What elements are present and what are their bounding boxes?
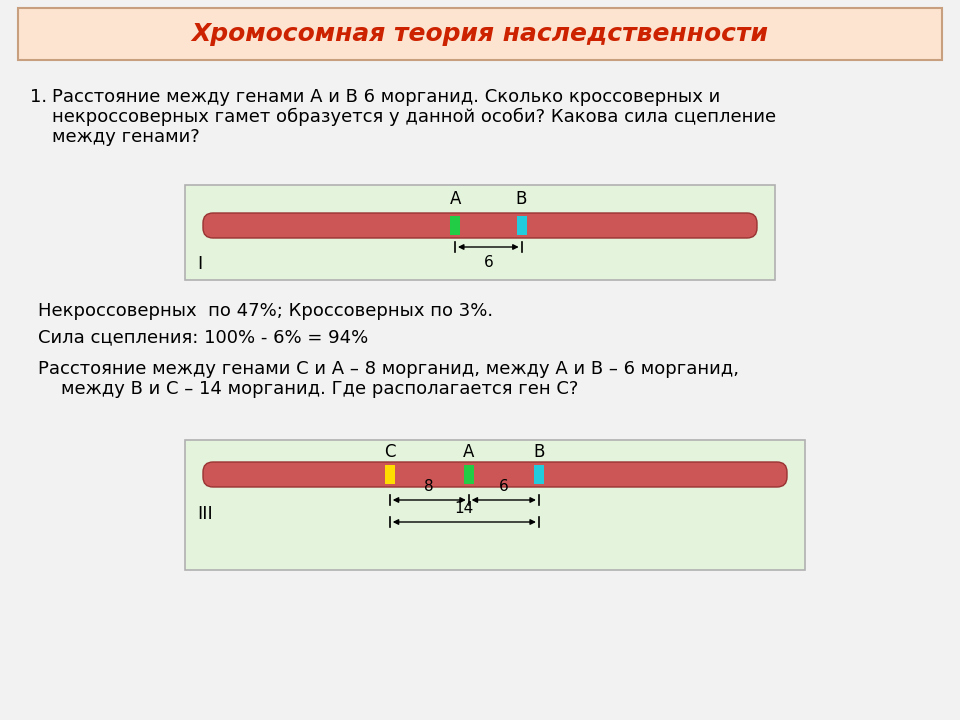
Text: Расстояние между генами С и А – 8 морганид, между А и В – 6 морганид,: Расстояние между генами С и А – 8 морган…	[38, 360, 739, 378]
Text: 6: 6	[499, 479, 509, 494]
Bar	[185, 440, 805, 570]
Bar	[516, 216, 526, 235]
Bar	[18, 8, 942, 60]
Text: некроссоверных гамет образуется у данной особи? Какова сила сцепление: некроссоверных гамет образуется у данной…	[52, 108, 776, 126]
Text: между В и С – 14 морганид. Где располагается ген С?: между В и С – 14 морганид. Где располага…	[38, 380, 578, 398]
Text: 14: 14	[455, 501, 474, 516]
Text: между генами?: между генами?	[52, 128, 200, 146]
Text: Хромосомная теория наследственности: Хромосомная теория наследственности	[191, 22, 769, 46]
Text: A: A	[449, 190, 461, 208]
Text: C: C	[384, 443, 396, 461]
Text: Некроссоверных  по 47%; Кроссоверных по 3%.: Некроссоверных по 47%; Кроссоверных по 3…	[38, 302, 493, 320]
Text: B: B	[516, 190, 527, 208]
Bar	[450, 216, 460, 235]
FancyBboxPatch shape	[203, 462, 787, 487]
Text: I: I	[197, 255, 203, 273]
Text: Сила сцепления: 100% - 6% = 94%: Сила сцепления: 100% - 6% = 94%	[38, 328, 369, 346]
Text: B: B	[533, 443, 544, 461]
FancyBboxPatch shape	[203, 213, 757, 238]
Bar	[464, 465, 473, 484]
Bar	[385, 465, 395, 484]
Text: 8: 8	[424, 479, 434, 494]
Text: 6: 6	[484, 255, 493, 270]
Text: 1.: 1.	[30, 88, 47, 106]
Text: III: III	[197, 505, 213, 523]
Text: A: A	[463, 443, 474, 461]
Bar	[185, 185, 775, 280]
Text: Расстояние между генами А и В 6 морганид. Сколько кроссоверных и: Расстояние между генами А и В 6 морганид…	[52, 88, 720, 106]
Bar	[534, 465, 543, 484]
